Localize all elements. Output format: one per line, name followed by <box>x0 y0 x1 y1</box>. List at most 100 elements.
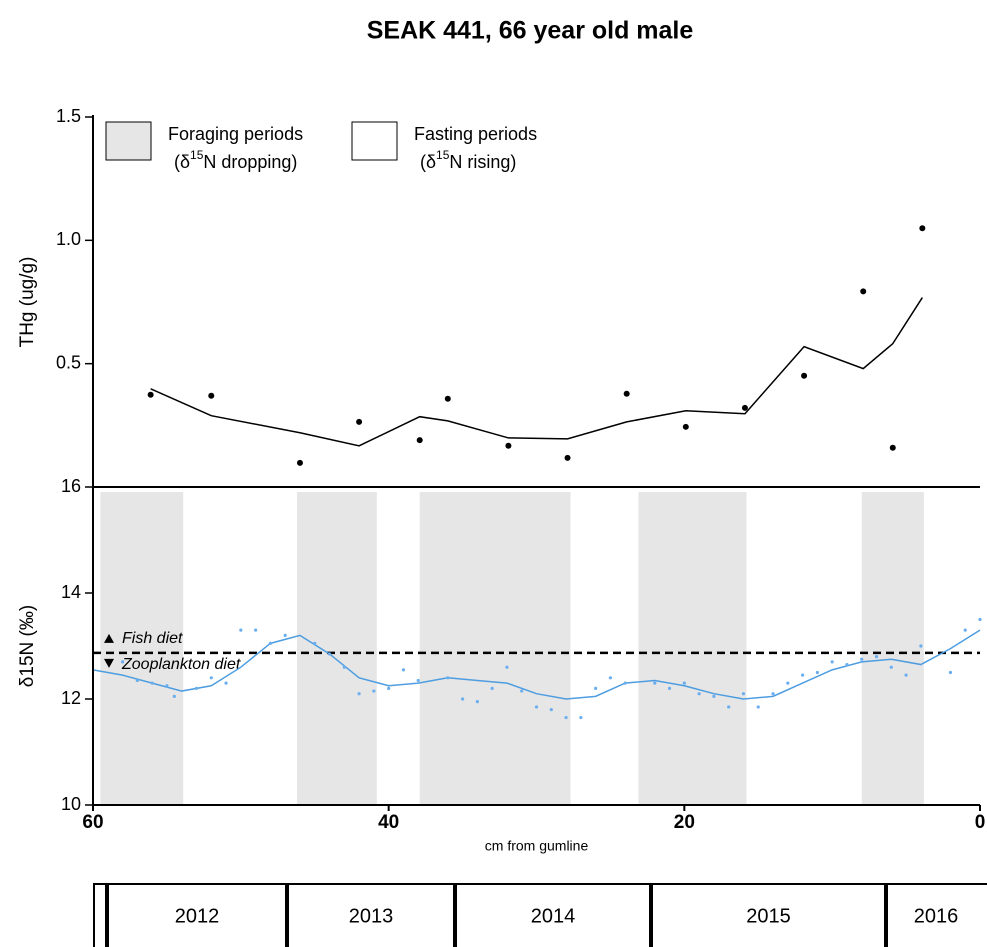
data-point <box>756 705 760 709</box>
data-point <box>860 288 867 295</box>
data-point <box>889 665 893 669</box>
data-point <box>667 686 672 691</box>
data-point <box>815 670 819 675</box>
legend-label: Foraging periods <box>168 124 303 144</box>
data-point <box>150 681 154 685</box>
data-point <box>801 673 805 677</box>
x-axis-label: cm from gumline <box>485 838 589 854</box>
data-point <box>874 655 879 659</box>
data-point <box>120 660 125 664</box>
legend-note: (δ15N dropping) <box>174 148 297 172</box>
data-point <box>564 715 568 720</box>
data-point <box>520 689 524 693</box>
data-point <box>268 641 272 645</box>
data-point <box>505 442 512 449</box>
annotation: Zooplankton diet <box>121 656 241 673</box>
y-tick-label: 12 <box>61 688 81 708</box>
data-point <box>416 678 420 683</box>
data-point <box>727 705 731 709</box>
y-tick-label: 16 <box>61 476 81 496</box>
data-point <box>283 633 287 638</box>
data-point <box>505 665 509 669</box>
annotation: Fish diet <box>122 630 183 647</box>
data-point <box>682 681 686 685</box>
data-point <box>741 404 748 411</box>
legend-note-part: 15 <box>190 148 204 162</box>
arrow-up <box>104 633 114 643</box>
x-tick-label: 60 <box>82 812 103 833</box>
data-point <box>446 676 450 680</box>
data-point <box>845 662 849 667</box>
data-point <box>147 391 154 398</box>
data-point <box>579 715 583 720</box>
data-point <box>889 444 896 451</box>
legend-note-part: N dropping) <box>203 152 297 172</box>
arrow-down <box>104 658 114 668</box>
data-point <box>313 641 317 645</box>
x-tick-label: 20 <box>674 812 695 833</box>
data-point <box>209 676 213 680</box>
data-point <box>948 670 953 675</box>
year-label: 2013 <box>349 905 394 927</box>
trend-line <box>92 629 981 700</box>
data-point <box>401 668 406 672</box>
legend-note: (δ15N rising) <box>420 148 516 172</box>
x-tick-label: 0 <box>975 812 986 833</box>
y-axis-label: THg (ug/g) <box>17 257 38 348</box>
data-point <box>712 694 716 698</box>
x-tick-label: 40 <box>378 812 399 833</box>
data-point <box>387 686 391 691</box>
y-tick-label: 1.0 <box>56 229 81 249</box>
data-point <box>697 692 701 696</box>
data-point <box>165 684 169 688</box>
legend-label: Fasting periods <box>414 124 537 144</box>
data-point <box>490 686 494 691</box>
legend-note-part: (δ <box>174 152 190 172</box>
data-point <box>208 392 215 399</box>
data-point <box>172 694 176 698</box>
year-label: 2016 <box>914 905 959 927</box>
data-point <box>444 395 451 402</box>
data-point <box>564 454 571 461</box>
data-point <box>549 708 553 712</box>
data-point <box>978 617 982 622</box>
data-point <box>239 628 243 632</box>
data-point <box>623 390 630 397</box>
legend-note-part: 15 <box>436 148 450 162</box>
trend-line <box>150 297 923 447</box>
chart-title: SEAK 441, 66 year old male <box>367 17 694 45</box>
data-point <box>786 681 790 685</box>
data-point <box>741 692 746 696</box>
data-point <box>830 660 834 664</box>
data-point <box>356 418 363 425</box>
data-point <box>224 681 228 685</box>
shaded-period <box>638 492 747 805</box>
data-point <box>296 459 303 466</box>
year-label: 2012 <box>175 905 220 927</box>
legend-swatch <box>105 121 152 161</box>
year-label: 2014 <box>531 905 576 927</box>
data-point <box>594 686 598 691</box>
data-point <box>135 678 139 683</box>
data-point <box>860 657 864 661</box>
data-point <box>194 686 199 691</box>
data-point <box>771 692 775 696</box>
data-point <box>460 697 465 701</box>
shaded-period <box>100 492 184 805</box>
data-point <box>963 628 967 632</box>
y-tick-label: 14 <box>61 582 81 602</box>
shaded-period <box>297 492 377 805</box>
y-tick-label: 10 <box>61 794 81 814</box>
shaded-period <box>419 492 571 805</box>
data-point <box>534 705 539 709</box>
data-point <box>416 437 423 444</box>
data-point <box>327 652 332 656</box>
legend-swatch <box>351 121 398 161</box>
shaded-period <box>861 492 924 805</box>
data-point <box>372 689 376 693</box>
data-point <box>357 692 361 696</box>
data-point <box>904 673 908 677</box>
data-point <box>623 681 627 685</box>
data-point <box>254 628 258 632</box>
